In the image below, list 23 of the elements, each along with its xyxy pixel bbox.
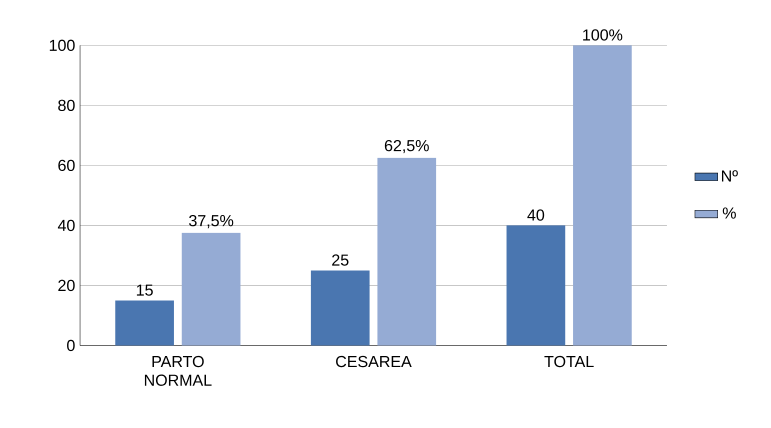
data-label: 40 [527, 209, 544, 221]
bar [310, 270, 370, 346]
x-tick-label: TOTAL [544, 356, 594, 368]
bar [377, 158, 436, 346]
y-tick-label: 0 [67, 340, 75, 352]
y-tick-label: 20 [58, 280, 75, 292]
x-tick-label: PARTO NORMAL [144, 356, 212, 386]
data-label: 25 [332, 254, 348, 266]
bar [506, 225, 566, 346]
bar [182, 232, 240, 346]
data-label: 62,5% [384, 140, 429, 154]
data-label: 15 [136, 284, 153, 296]
y-tick-label: 80 [58, 100, 75, 111]
x-tick-label: CESAREA [336, 356, 412, 368]
legend-label: Nº [722, 170, 738, 182]
data-label: 37,5% [189, 214, 234, 228]
bar [115, 300, 174, 346]
bar [573, 45, 632, 346]
data-label: 100% [583, 29, 622, 41]
y-tick-label: 100 [50, 40, 75, 51]
y-tick-label: 40 [58, 220, 75, 231]
y-tick-label: 60 [58, 160, 75, 171]
legend-label: % [722, 207, 736, 219]
